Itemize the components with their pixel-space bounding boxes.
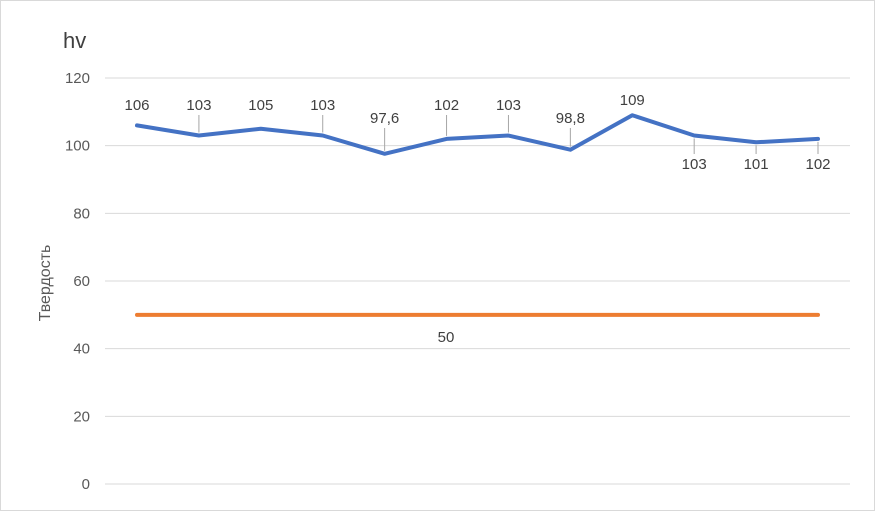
- data-label: 103: [682, 156, 707, 173]
- y-tick-label: 100: [65, 138, 90, 155]
- data-label: 109: [620, 92, 645, 109]
- data-label: 103: [186, 97, 211, 114]
- y-tick-label: 0: [82, 476, 90, 493]
- gridlines: [105, 77, 850, 485]
- data-labels: 50 106 103 105 103 97,6 102 103 98,8 109 103 101 102: [124, 92, 830, 346]
- reference-data-label: 50: [438, 329, 455, 346]
- y-tick-label: 80: [73, 205, 90, 222]
- data-label: 102: [805, 156, 830, 173]
- data-label: 103: [496, 97, 521, 114]
- y-axis-label: Твердость: [37, 245, 54, 322]
- data-label: 103: [310, 97, 335, 114]
- y-tick-label: 60: [73, 273, 90, 290]
- y-tick-labels: 0 20 40 60 80 100 120: [65, 70, 90, 493]
- data-label: 106: [124, 97, 149, 114]
- y-tick-label: 40: [73, 341, 90, 358]
- y-tick-label: 120: [65, 70, 90, 87]
- series-lines: [135, 113, 820, 317]
- data-label: 102: [434, 97, 459, 114]
- y-tick-label: 20: [73, 408, 90, 425]
- unit-label: hv: [63, 28, 86, 53]
- data-label: 101: [744, 156, 769, 173]
- main-series-line: [135, 113, 820, 156]
- data-label: 98,8: [556, 110, 585, 127]
- data-label: 97,6: [370, 110, 399, 127]
- label-leader-lines: [198, 115, 819, 154]
- data-label: 105: [248, 97, 273, 114]
